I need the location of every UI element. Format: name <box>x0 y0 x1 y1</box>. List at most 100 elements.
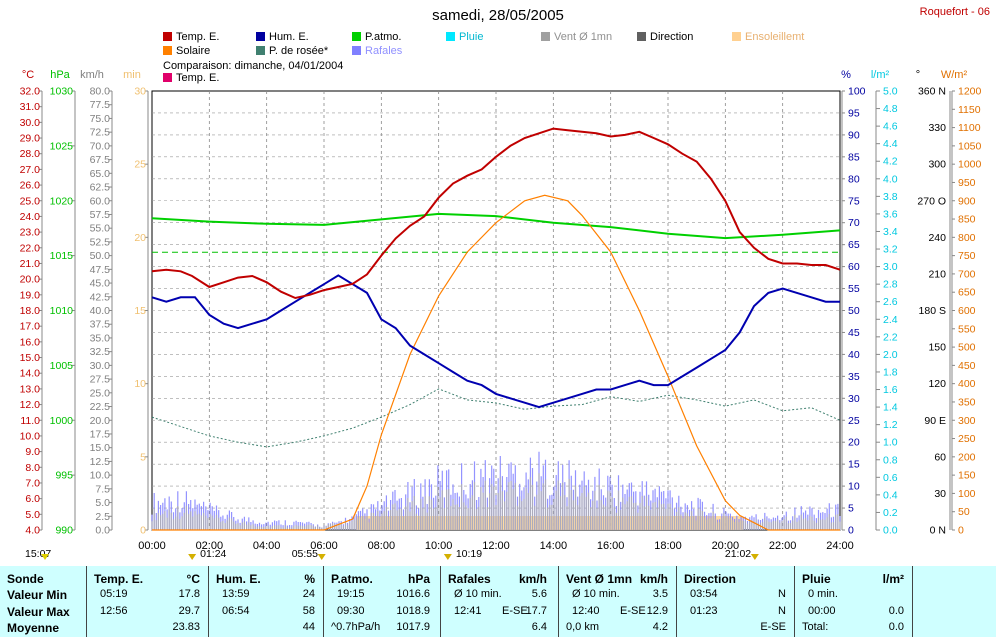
wind-axis-label: 52.5 <box>90 236 111 248</box>
wind-axis-label: 55.0 <box>90 223 111 235</box>
rain-axis-label: 1.6 <box>883 384 898 396</box>
legend-label: Rafales <box>365 45 403 57</box>
hum-axis-label: 45 <box>848 327 860 339</box>
press-axis-label: 990 <box>55 525 73 537</box>
min-time: 13:59 <box>222 588 250 600</box>
wind-axis-label: 50.0 <box>90 250 111 262</box>
column-separator <box>440 566 441 637</box>
comparison-swatch <box>163 73 172 82</box>
rain-axis-label: 4.6 <box>883 121 898 133</box>
solar-axis-label: 800 <box>958 232 976 244</box>
column-separator <box>558 566 559 637</box>
axis-unit: % <box>841 69 851 81</box>
hum-axis-label: 5 <box>848 503 854 515</box>
press-axis-label: 1005 <box>50 360 74 372</box>
temp-axis-label: 28.0 <box>20 148 41 160</box>
legend-label: Pluie <box>459 31 484 43</box>
marker-triangle <box>750 554 759 560</box>
dir-axis-label: 270 O <box>917 195 946 207</box>
legend-swatch <box>732 32 741 41</box>
max-time: 09:30 <box>337 605 365 617</box>
rain-axis-label: 4.2 <box>883 156 898 168</box>
wind-axis-label: 35.0 <box>90 332 111 344</box>
temp-axis-label: 19.0 <box>20 289 41 301</box>
wind-axis-label: 10.0 <box>90 470 111 482</box>
temp-axis-label: 11.0 <box>20 415 40 427</box>
avg-value: 44 <box>302 621 315 633</box>
min-value: 5.6 <box>531 588 547 600</box>
column-unit: hPa <box>407 572 430 586</box>
x-tick-label: 22:00 <box>769 540 797 552</box>
solar-axis-label: 1050 <box>958 140 982 152</box>
legend-label: Ensoleillemt <box>745 31 805 43</box>
wind-axis-label: 15.0 <box>90 442 111 454</box>
solar-axis-label: 450 <box>958 360 976 372</box>
wind-axis-label: 30.0 <box>90 360 111 372</box>
sun-axis-label: 30 <box>134 86 146 98</box>
min-time: 19:15 <box>337 588 365 600</box>
hum-axis-label: 35 <box>848 371 860 383</box>
column-unit: % <box>304 572 315 586</box>
legend-label: Temp. E. <box>176 31 220 43</box>
axis-unit: ° <box>916 69 920 81</box>
solar-axis-label: 600 <box>958 305 976 317</box>
legend-swatch <box>352 46 361 55</box>
hum-axis-label: 80 <box>848 173 860 185</box>
wind-axis-label: 42.5 <box>90 291 111 303</box>
temp-axis-label: 31.0 <box>20 101 41 113</box>
solar-axis-label: 1200 <box>958 86 982 98</box>
column-separator <box>912 566 913 637</box>
axis-unit: km/h <box>80 69 104 81</box>
wind-axis-label: 17.5 <box>90 428 111 440</box>
rain-axis-label: 5.0 <box>883 86 898 98</box>
rain-axis-label: 0.0 <box>883 525 898 537</box>
dir-axis-label: 90 E <box>924 415 946 427</box>
wind-axis-label: 0.0 <box>95 525 110 537</box>
rain-axis-label: 3.6 <box>883 208 898 220</box>
pressure-series <box>151 212 841 240</box>
solar-axis-label: 750 <box>958 250 976 262</box>
column-unit: km/h <box>639 572 668 586</box>
column-header: P.atmo. <box>331 572 373 586</box>
rain-axis-label: 2.8 <box>883 279 898 291</box>
solar-axis-label: 350 <box>958 396 976 408</box>
dir-axis-label: 30 <box>934 488 946 500</box>
max-time: 12:40 <box>572 605 600 617</box>
legend-swatch <box>541 32 550 41</box>
wind-axis-label: 57.5 <box>90 209 111 221</box>
row-header: Sonde <box>7 572 44 586</box>
rain-axis-label: 2.4 <box>883 314 898 326</box>
temp-axis-label: 24.0 <box>20 211 41 223</box>
temp-axis-label: 5.0 <box>25 509 40 521</box>
rain-axis-label: 3.8 <box>883 191 898 203</box>
legend-item: Temp. E. <box>163 31 219 43</box>
legend-item: Pluie <box>446 31 483 43</box>
dir-axis-label: 60 <box>934 451 946 463</box>
hum-axis-label: 50 <box>848 305 860 317</box>
column-unit: l/m² <box>882 572 904 586</box>
solar-axis-label: 300 <box>958 415 976 427</box>
x-tick-label: 10:00 <box>425 540 453 552</box>
avg-value: 1017.9 <box>396 621 430 633</box>
solar-axis-label: 900 <box>958 195 976 207</box>
dir-axis-label: 150 <box>928 342 946 354</box>
stats-table: Sonde Valeur Min Valeur Max Moyenne Temp. E.… <box>0 566 996 637</box>
legend-item: P.atmo. <box>352 31 402 43</box>
solar-axis-label: 100 <box>958 488 976 500</box>
solar-axis-label: 700 <box>958 268 976 280</box>
wind-axis-label: 62.5 <box>90 182 111 194</box>
rain-axis-label: 1.0 <box>883 437 898 449</box>
dir-axis-label: 0 N <box>930 525 946 537</box>
dir-axis-label: 180 S <box>919 305 946 317</box>
row-header: Valeur Min <box>7 588 68 602</box>
comparison-legend-item: Temp. E. <box>163 72 343 84</box>
legend-item: Solaire <box>163 45 210 57</box>
legend-label: Direction <box>650 31 694 43</box>
temp-axis-label: 29.0 <box>20 133 41 145</box>
max-time: 01:23 <box>690 605 718 617</box>
min-time: Ø 10 min. <box>454 588 502 600</box>
rain-axis-label: 0.8 <box>883 454 898 466</box>
rain-axis-label: 2.6 <box>883 296 898 308</box>
temperature-series <box>151 127 841 300</box>
rain-axis-label: 3.0 <box>883 261 898 273</box>
